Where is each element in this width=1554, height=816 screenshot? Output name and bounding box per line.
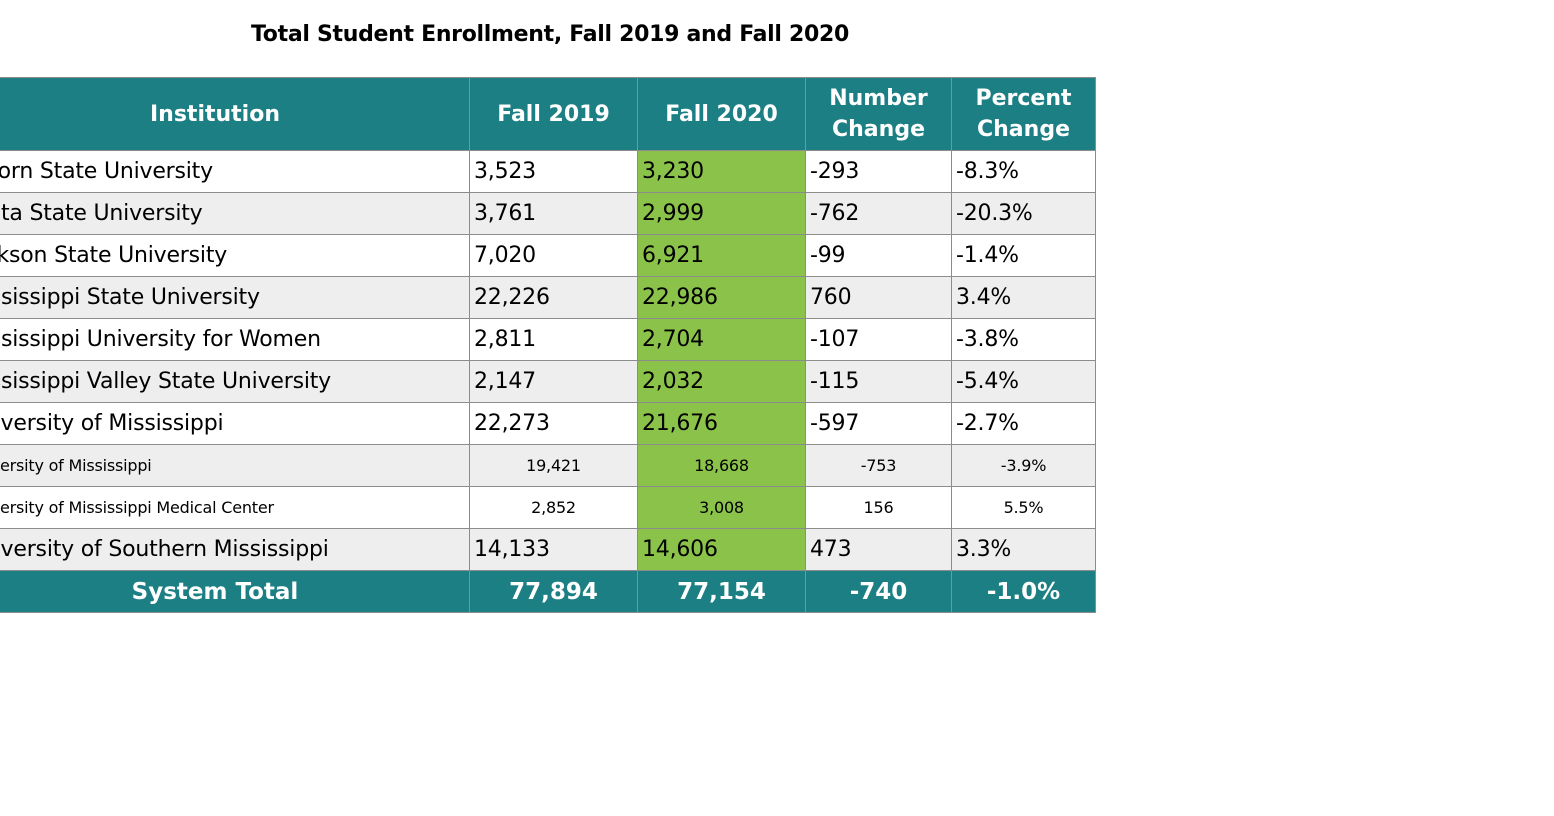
cell-institution[interactable]: University of Mississippi: [0, 402, 470, 445]
cell-fall-2019[interactable]: 3,523: [469, 150, 638, 193]
cell-fall-2020[interactable]: 14,606: [637, 528, 806, 571]
cell-percent-change[interactable]: -3.9%: [951, 444, 1096, 487]
cell-institution[interactable]: University of Southern Mississippi: [0, 528, 470, 571]
total-fall-2019[interactable]: 77,894: [469, 570, 638, 613]
cell-fall-2019[interactable]: 3,761: [469, 192, 638, 235]
cell-institution[interactable]: University of Mississippi Medical Center: [0, 486, 470, 529]
cell-percent-change[interactable]: -5.4%: [951, 360, 1096, 403]
cell-fall-2019[interactable]: 22,273: [469, 402, 638, 445]
cell-percent-change[interactable]: -3.8%: [951, 318, 1096, 361]
table-row: Mississippi State University 22,226 22,9…: [0, 276, 1096, 319]
header-number-change[interactable]: Number Change: [805, 77, 952, 151]
cell-fall-2019[interactable]: 2,147: [469, 360, 638, 403]
cell-number-change[interactable]: -99: [805, 234, 952, 277]
cell-fall-2020[interactable]: 18,668: [637, 444, 806, 487]
table-title: Total Student Enrollment, Fall 2019 and …: [251, 22, 850, 47]
cell-institution[interactable]: Delta State University: [0, 192, 470, 235]
table-row: Mississippi University for Women 2,811 2…: [0, 318, 1096, 361]
cell-fall-2020[interactable]: 22,986: [637, 276, 806, 319]
cell-number-change[interactable]: -597: [805, 402, 952, 445]
cell-fall-2020[interactable]: 3,230: [637, 150, 806, 193]
cell-fall-2020[interactable]: 2,032: [637, 360, 806, 403]
table-row: University of Mississippi 22,273 21,676 …: [0, 402, 1096, 445]
cell-number-change[interactable]: 473: [805, 528, 952, 571]
header-institution[interactable]: Institution: [0, 77, 470, 151]
cell-number-change[interactable]: 156: [805, 486, 952, 529]
cell-number-change[interactable]: -753: [805, 444, 952, 487]
cell-institution[interactable]: Jackson State University: [0, 234, 470, 277]
table-row: Jackson State University 7,020 6,921 -99…: [0, 234, 1096, 277]
table-row: Mississippi Valley State University 2,14…: [0, 360, 1096, 403]
cell-percent-change[interactable]: -2.7%: [951, 402, 1096, 445]
cell-institution[interactable]: University of Mississippi: [0, 444, 470, 487]
total-fall-2020[interactable]: 77,154: [637, 570, 806, 613]
cell-fall-2019[interactable]: 19,421: [469, 444, 638, 487]
table-row: Alcorn State University 3,523 3,230 -293…: [0, 150, 1096, 193]
enrollment-table: Institution Fall 2019 Fall 2020 Number C…: [0, 77, 1096, 613]
cell-fall-2019[interactable]: 2,852: [469, 486, 638, 529]
cell-percent-change[interactable]: -8.3%: [951, 150, 1096, 193]
cell-institution[interactable]: Mississippi State University: [0, 276, 470, 319]
cell-institution[interactable]: Mississippi University for Women: [0, 318, 470, 361]
total-percent-change[interactable]: -1.0%: [951, 570, 1096, 613]
cell-number-change[interactable]: -115: [805, 360, 952, 403]
cell-institution[interactable]: Mississippi Valley State University: [0, 360, 470, 403]
cell-percent-change[interactable]: -1.4%: [951, 234, 1096, 277]
table-row-subunit: University of Mississippi 19,421 18,668 …: [0, 444, 1096, 487]
cell-number-change[interactable]: -762: [805, 192, 952, 235]
header-fall-2020[interactable]: Fall 2020: [637, 77, 806, 151]
total-label[interactable]: System Total: [0, 570, 470, 613]
table-row: Delta State University 3,761 2,999 -762 …: [0, 192, 1096, 235]
header-fall-2019[interactable]: Fall 2019: [469, 77, 638, 151]
cell-fall-2019[interactable]: 14,133: [469, 528, 638, 571]
total-row: System Total 77,894 77,154 -740 -1.0%: [0, 570, 1096, 613]
total-number-change[interactable]: -740: [805, 570, 952, 613]
cell-percent-change[interactable]: 5.5%: [951, 486, 1096, 529]
table-row-subunit: University of Mississippi Medical Center…: [0, 486, 1096, 529]
cell-fall-2020[interactable]: 2,704: [637, 318, 806, 361]
cell-fall-2020[interactable]: 6,921: [637, 234, 806, 277]
cell-number-change[interactable]: 760: [805, 276, 952, 319]
cell-percent-change[interactable]: 3.3%: [951, 528, 1096, 571]
cell-fall-2019[interactable]: 22,226: [469, 276, 638, 319]
cell-number-change[interactable]: -293: [805, 150, 952, 193]
header-percent-change[interactable]: Percent Change: [951, 77, 1096, 151]
table-row: University of Southern Mississippi 14,13…: [0, 528, 1096, 571]
cell-fall-2019[interactable]: 7,020: [469, 234, 638, 277]
cell-percent-change[interactable]: 3.4%: [951, 276, 1096, 319]
cell-fall-2019[interactable]: 2,811: [469, 318, 638, 361]
cell-fall-2020[interactable]: 2,999: [637, 192, 806, 235]
header-row: Institution Fall 2019 Fall 2020 Number C…: [0, 77, 1096, 151]
cell-institution[interactable]: Alcorn State University: [0, 150, 470, 193]
cell-percent-change[interactable]: -20.3%: [951, 192, 1096, 235]
cell-fall-2020[interactable]: 3,008: [637, 486, 806, 529]
cell-number-change[interactable]: -107: [805, 318, 952, 361]
cell-fall-2020[interactable]: 21,676: [637, 402, 806, 445]
